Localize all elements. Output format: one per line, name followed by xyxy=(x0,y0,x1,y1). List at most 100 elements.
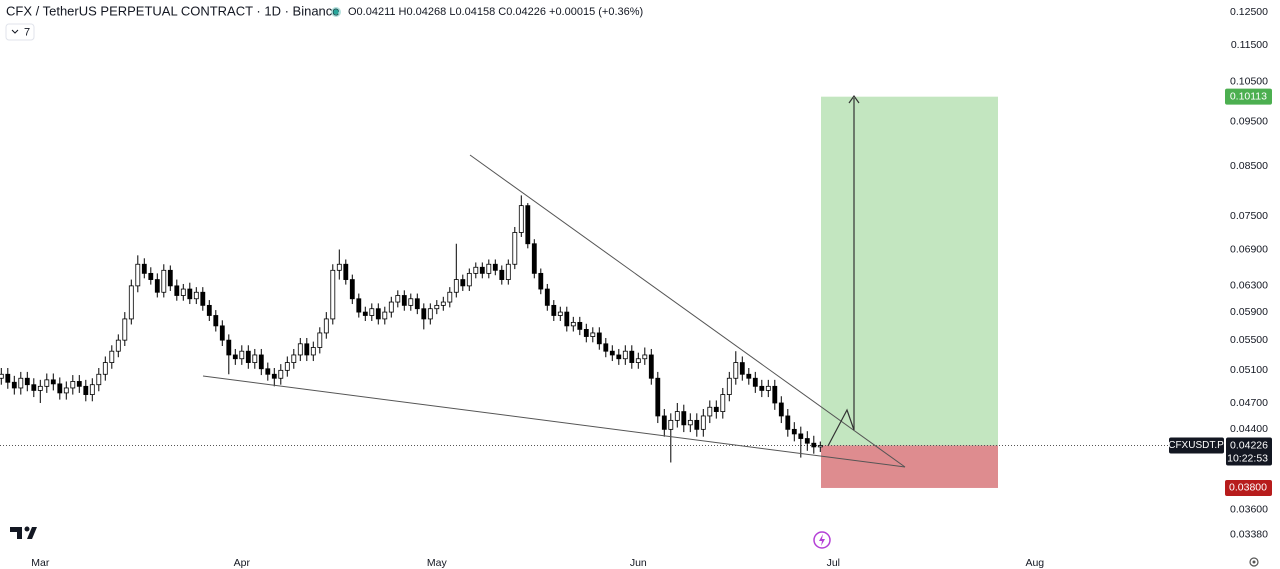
candle-body xyxy=(193,291,199,300)
candle-body xyxy=(785,415,791,430)
candle-body xyxy=(284,362,290,371)
candle-body xyxy=(343,263,349,280)
candle-body xyxy=(161,269,167,293)
candle-body xyxy=(733,362,739,379)
candle-body xyxy=(473,266,479,274)
candle-body xyxy=(713,406,719,412)
candle-body xyxy=(408,298,414,306)
candle-body xyxy=(50,379,56,385)
candle-body xyxy=(226,339,232,356)
last-price-label: 0.04226 xyxy=(1230,439,1268,451)
candle-body xyxy=(564,311,570,327)
candles xyxy=(0,195,823,463)
candle-body xyxy=(317,332,323,348)
lower-trendline xyxy=(202,375,906,468)
y-tick-label: 0.03380 xyxy=(1230,529,1268,541)
candle-body xyxy=(200,291,206,306)
candle-body xyxy=(70,381,76,389)
candle-body xyxy=(63,387,69,394)
symbol-tag: CFXUSDT.P xyxy=(1168,440,1224,451)
candle-body xyxy=(648,354,654,379)
candle-body xyxy=(206,304,212,316)
y-tick-label: 0.10500 xyxy=(1230,75,1268,87)
candle-body xyxy=(102,362,108,375)
candle-body xyxy=(726,377,732,395)
candle-body xyxy=(518,205,524,233)
y-tick-label: 0.05500 xyxy=(1230,334,1268,346)
candle-body xyxy=(525,205,531,245)
candle-body xyxy=(304,343,310,356)
candle-body xyxy=(687,419,693,426)
settings-icon[interactable] xyxy=(1249,557,1259,567)
candle-body xyxy=(11,381,17,389)
candle-body xyxy=(674,411,680,421)
candle-body xyxy=(681,411,687,426)
candle-body xyxy=(798,433,804,439)
projection-path xyxy=(827,408,855,447)
candle-body xyxy=(18,377,24,389)
x-tick-label: Jun xyxy=(630,557,647,569)
candle-body xyxy=(544,288,550,306)
lightning-icon[interactable] xyxy=(813,531,831,549)
x-tick-label: Jul xyxy=(827,557,840,569)
candle-body xyxy=(213,315,219,327)
candle-body xyxy=(765,385,771,391)
y-tick-label: 0.04400 xyxy=(1230,423,1268,435)
gear xyxy=(1249,557,1259,567)
stop-label-bg xyxy=(1225,479,1272,496)
candle-body xyxy=(557,311,563,316)
target-zone xyxy=(821,96,998,446)
candle-body xyxy=(219,325,225,341)
candle-body xyxy=(616,354,622,360)
candle-body xyxy=(596,332,602,345)
candle-body xyxy=(148,272,154,280)
tradingview-logo xyxy=(10,526,37,539)
candle-body xyxy=(388,301,394,313)
y-tick-label: 0.09500 xyxy=(1230,115,1268,127)
candle-body xyxy=(44,379,50,387)
header: CFX / TetherUS PERPETUAL CONTRACT · 1D ·… xyxy=(5,3,643,41)
x-tick-label: Apr xyxy=(234,557,251,569)
candle-body xyxy=(57,383,63,394)
last-price-bg xyxy=(1226,437,1272,466)
candle-body xyxy=(603,343,609,352)
candle-body xyxy=(590,332,596,337)
candle-body xyxy=(278,369,284,379)
candle-body xyxy=(421,308,427,320)
candle-body xyxy=(434,304,440,310)
arrow-head xyxy=(848,94,860,104)
candle-body xyxy=(577,321,583,330)
y-tick-label: 0.03600 xyxy=(1230,503,1268,515)
candle-body xyxy=(336,263,342,271)
drawings xyxy=(202,94,906,468)
candle-body xyxy=(817,445,823,448)
candle-body xyxy=(5,373,11,383)
ohlc-legend: O0.04211 H0.04268 L0.04158 C0.04226 +0.0… xyxy=(348,6,643,18)
candle-body xyxy=(96,373,102,386)
candle-body xyxy=(447,291,453,303)
candle-body xyxy=(323,318,329,334)
candle-body xyxy=(609,350,615,356)
candle-body xyxy=(258,354,264,370)
candle-body xyxy=(401,295,407,306)
candle-body xyxy=(551,304,557,316)
candle-body xyxy=(629,350,635,363)
candle-body xyxy=(24,377,30,386)
candle-body xyxy=(479,266,485,274)
candle-body xyxy=(239,350,245,360)
candle-body xyxy=(752,377,758,387)
candle-body xyxy=(265,368,271,375)
indicator-count: 7 xyxy=(24,26,30,38)
y-tick-label: 0.11500 xyxy=(1231,39,1268,51)
logo-part xyxy=(10,527,22,539)
candle-body xyxy=(486,263,492,274)
indicator-toggle[interactable] xyxy=(5,23,35,41)
candle-body xyxy=(180,288,186,296)
candle-body xyxy=(531,243,537,274)
candle-body xyxy=(83,385,89,395)
candle-body xyxy=(291,354,297,363)
candle-body xyxy=(759,385,765,391)
target-label: 0.10113 xyxy=(1230,90,1267,102)
y-tick-label: 0.07500 xyxy=(1230,210,1268,222)
